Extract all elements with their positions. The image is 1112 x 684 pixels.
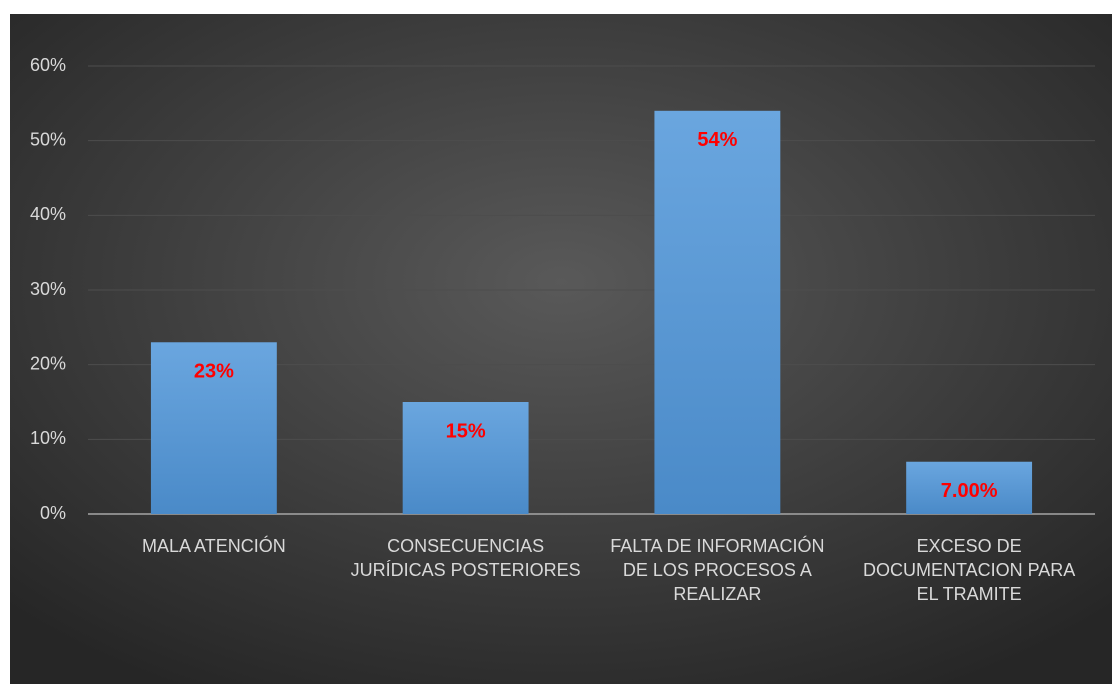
- bar: [150, 342, 277, 514]
- x-tick-label: FALTA DE INFORMACIÓN DE LOS PROCESOS A R…: [610, 536, 825, 604]
- x-tick-label: EXCESO DE DOCUMENTACION PARA EL TRAMITE: [862, 536, 1076, 604]
- data-label: 7.00%: [941, 480, 998, 502]
- data-label: 54%: [697, 129, 737, 151]
- y-tick-label: 0%: [40, 503, 66, 523]
- data-label: 15%: [446, 420, 486, 442]
- data-label: 23%: [194, 361, 234, 383]
- y-tick-label: 20%: [30, 353, 66, 373]
- bar: [654, 110, 781, 515]
- y-tick-label: 40%: [30, 204, 66, 224]
- x-tick-label: MALA ATENCIÓN: [142, 536, 286, 556]
- y-tick-label: 30%: [30, 279, 66, 299]
- bar: [402, 402, 529, 514]
- bar: [906, 461, 1033, 514]
- y-tick-label: 50%: [30, 129, 66, 149]
- x-tick-label: CONSECUENCIAS JURÍDICAS POSTERIORES: [350, 536, 581, 580]
- y-tick-label: 60%: [30, 55, 66, 75]
- y-tick-label: 10%: [30, 428, 66, 448]
